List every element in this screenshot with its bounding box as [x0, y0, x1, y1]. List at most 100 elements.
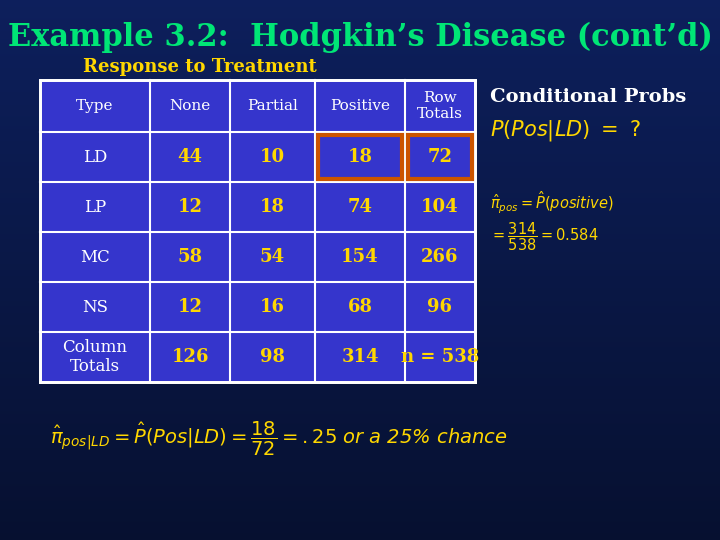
Bar	[0, 236, 720, 237]
Bar	[0, 14, 720, 15]
Bar	[0, 276, 720, 277]
Bar	[0, 183, 720, 184]
Bar	[0, 161, 720, 162]
Bar	[0, 420, 720, 421]
Text: None: None	[169, 99, 211, 113]
Bar	[0, 243, 720, 244]
Text: 266: 266	[421, 248, 459, 266]
Bar	[0, 11, 720, 12]
Bar	[0, 62, 720, 63]
Bar	[0, 283, 720, 284]
Bar	[0, 479, 720, 480]
Bar	[0, 52, 720, 53]
Bar	[0, 24, 720, 25]
Bar	[0, 433, 720, 434]
Bar	[0, 213, 720, 214]
Bar	[0, 489, 720, 490]
Bar	[0, 502, 720, 503]
Bar	[0, 446, 720, 447]
Bar	[0, 280, 720, 281]
Bar	[0, 192, 720, 193]
Bar	[0, 102, 720, 103]
Bar	[0, 501, 720, 502]
Bar	[0, 481, 720, 482]
Bar	[0, 493, 720, 494]
Bar	[0, 98, 720, 99]
Bar	[0, 366, 720, 367]
Bar	[0, 63, 720, 64]
Bar	[0, 99, 720, 100]
Bar	[0, 225, 720, 226]
Bar	[0, 216, 720, 217]
Bar	[0, 337, 720, 338]
Bar	[0, 10, 720, 11]
Bar	[0, 368, 720, 369]
Bar	[0, 5, 720, 6]
Bar	[0, 186, 720, 187]
Bar	[0, 56, 720, 57]
Bar	[0, 346, 720, 347]
Text: MC: MC	[80, 248, 110, 266]
Bar	[0, 12, 720, 13]
Bar	[0, 69, 720, 70]
Bar	[0, 51, 720, 52]
Text: 154: 154	[341, 248, 379, 266]
Bar	[0, 29, 720, 30]
Bar	[0, 176, 720, 177]
Bar	[0, 536, 720, 537]
Bar	[0, 313, 720, 314]
Bar	[0, 18, 720, 19]
Bar	[0, 166, 720, 167]
Bar	[0, 490, 720, 491]
Bar	[0, 438, 720, 439]
Bar	[0, 533, 720, 534]
Bar	[0, 415, 720, 416]
Bar	[0, 57, 720, 58]
Bar	[0, 512, 720, 513]
Bar	[0, 155, 720, 156]
Text: $\hat{\pi}_{pos} = \hat{P}(positive)$: $\hat{\pi}_{pos} = \hat{P}(positive)$	[490, 190, 613, 217]
Bar	[0, 334, 720, 335]
Bar	[0, 521, 720, 522]
Bar	[0, 46, 720, 47]
Bar	[0, 123, 720, 124]
Bar	[0, 250, 720, 251]
Text: 74: 74	[348, 198, 372, 216]
Bar	[0, 488, 720, 489]
Bar	[0, 132, 720, 133]
Bar	[0, 49, 720, 50]
Bar	[0, 156, 720, 157]
Bar	[0, 298, 720, 299]
Bar	[0, 229, 720, 230]
Bar	[0, 74, 720, 75]
Bar	[0, 527, 720, 528]
Bar	[0, 27, 720, 28]
Bar	[0, 445, 720, 446]
Bar	[0, 380, 720, 381]
Bar	[0, 96, 720, 97]
Bar	[0, 385, 720, 386]
Bar	[0, 367, 720, 368]
Bar	[0, 23, 720, 24]
Text: 12: 12	[178, 198, 202, 216]
Bar	[0, 207, 720, 208]
Bar	[0, 458, 720, 459]
Bar	[0, 145, 720, 146]
Bar	[0, 198, 720, 199]
Bar	[0, 227, 720, 228]
Bar	[0, 37, 720, 38]
Bar	[0, 85, 720, 86]
Bar	[0, 347, 720, 348]
Bar	[0, 462, 720, 463]
Bar	[0, 363, 720, 364]
Bar	[0, 374, 720, 375]
Bar	[0, 89, 720, 90]
Bar	[0, 251, 720, 252]
Bar	[0, 483, 720, 484]
Bar	[0, 78, 720, 79]
Bar	[0, 180, 720, 181]
Bar	[0, 353, 720, 354]
Bar	[0, 211, 720, 212]
Bar	[0, 134, 720, 135]
Bar	[0, 323, 720, 324]
